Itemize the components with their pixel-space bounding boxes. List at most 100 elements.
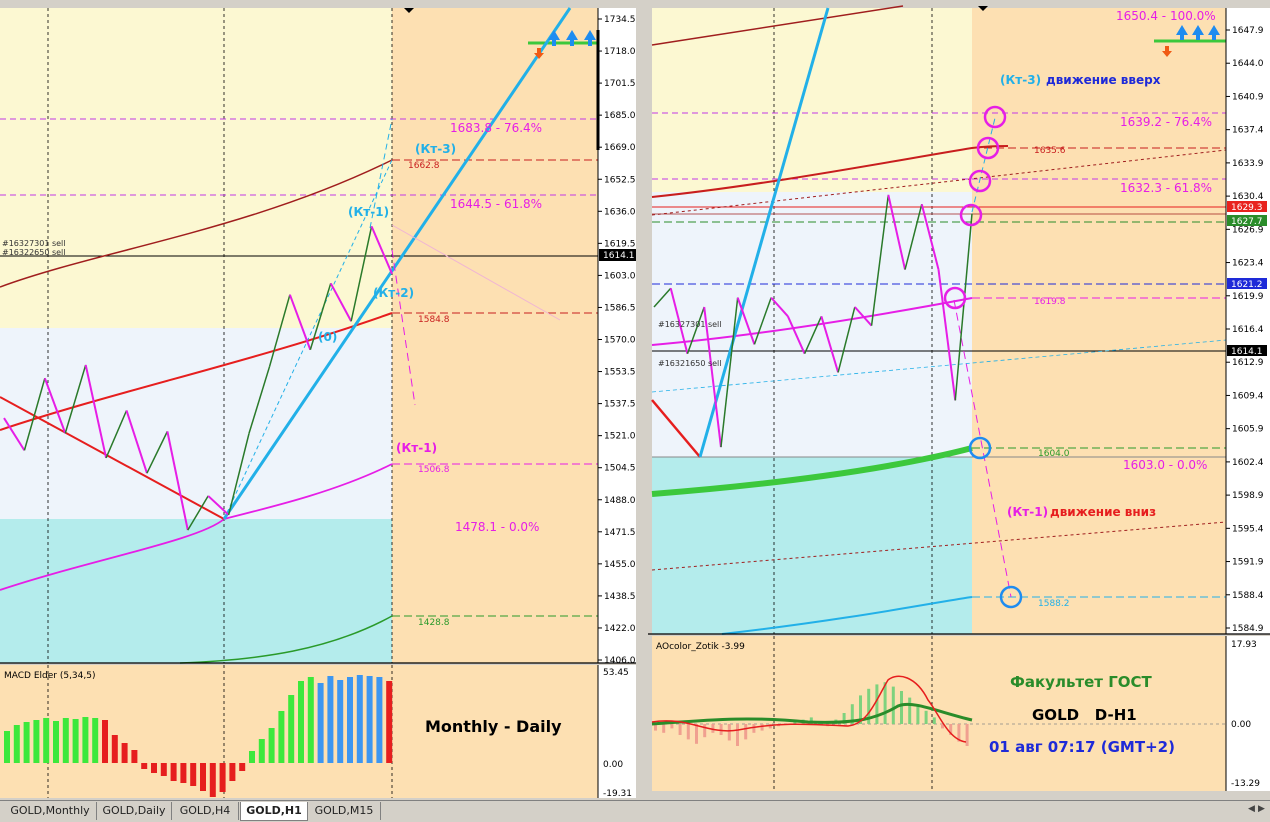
current-price: 1614.1 bbox=[603, 251, 635, 261]
price-tick: 1669.0 bbox=[604, 143, 636, 153]
histogram-bar bbox=[662, 724, 666, 733]
tab-gold-daily[interactable]: GOLD,Daily bbox=[97, 802, 172, 820]
histogram-bar bbox=[141, 763, 148, 769]
right-scrollbar[interactable] bbox=[652, 791, 1270, 800]
faculty-label: Факультет ГОСТ bbox=[1010, 673, 1153, 691]
histogram-bar bbox=[268, 728, 275, 763]
zigzag-segment bbox=[803, 316, 823, 355]
zigzag-segment bbox=[937, 269, 957, 401]
price-tick: 1603.0 bbox=[604, 271, 636, 281]
zigzag-segment bbox=[268, 294, 291, 368]
indicator-tick: -19.31 bbox=[603, 789, 632, 799]
histogram-bar bbox=[670, 724, 674, 729]
left-main-chart: 1662.8 1584.8 1506.8 1428.8 1683.8 - 76.… bbox=[0, 7, 598, 664]
price-tick: 1591.9 bbox=[1232, 558, 1264, 568]
current-price-box bbox=[599, 249, 636, 261]
histogram-bar bbox=[151, 763, 157, 773]
zigzag-segment bbox=[105, 410, 128, 459]
price-tick: 1605.9 bbox=[1232, 425, 1264, 435]
zone-teal bbox=[0, 519, 392, 663]
histogram-bar bbox=[376, 677, 383, 763]
zigzag-segment bbox=[248, 366, 271, 434]
histogram-bar bbox=[288, 695, 295, 763]
wave-label: (Кт-1) bbox=[396, 441, 437, 455]
histogram-bar bbox=[307, 677, 314, 763]
price-tick: 1588.4 bbox=[1232, 591, 1264, 601]
zigzag-segment bbox=[43, 377, 67, 434]
price-tick: 1619.9 bbox=[1232, 292, 1264, 302]
left-price-ticks: 1734.5 1718.0 1701.5 1685.0 1669.0 1652.5 1636… bbox=[598, 15, 636, 666]
wave-label: (Кт-3) bbox=[415, 142, 456, 156]
boxed-prices: 1629.3 1627.7 1621.2 1614.1 bbox=[1227, 201, 1267, 357]
right-chart[interactable]: 1635.6 1619.8 1604.0 1588.2 1650.4 - 100… bbox=[648, 0, 1270, 800]
boxed-price: 1627.7 bbox=[1231, 217, 1263, 227]
price-tick: 1455.0 bbox=[604, 560, 636, 570]
price-tick: 1438.5 bbox=[604, 592, 636, 602]
histogram-bar bbox=[867, 688, 871, 724]
histogram-bar bbox=[4, 731, 10, 763]
price-tick: 1685.0 bbox=[604, 111, 636, 121]
histogram-bar bbox=[337, 680, 344, 763]
histogram-bar bbox=[72, 719, 79, 763]
price-tick: 1734.5 bbox=[604, 15, 636, 25]
level-label: 1635.6 bbox=[1034, 146, 1066, 156]
histogram-bar bbox=[736, 724, 739, 746]
histogram-bar bbox=[949, 724, 953, 735]
zigzag-segment bbox=[686, 306, 705, 354]
fib-label: 1478.1 - 0.0% bbox=[455, 520, 539, 534]
zigzag-segment bbox=[23, 378, 46, 451]
histogram-bar bbox=[62, 718, 69, 763]
histogram-bar bbox=[327, 676, 334, 763]
price-tick: 1595.4 bbox=[1232, 524, 1264, 534]
indicator-tick: 0.00 bbox=[603, 760, 623, 770]
histogram-bar bbox=[875, 684, 879, 724]
histogram-bar bbox=[768, 724, 772, 729]
histogram-bar bbox=[219, 763, 226, 792]
histogram-bar bbox=[686, 724, 690, 740]
wave-label: (Кт-1) bbox=[348, 205, 389, 219]
tab-gold-m15[interactable]: GOLD,M15 bbox=[308, 802, 381, 820]
price-tick: 1652.5 bbox=[604, 175, 636, 185]
fib-label: 1639.2 - 76.4% bbox=[1120, 115, 1212, 129]
price-tick: 1504.5 bbox=[604, 464, 636, 474]
histogram-bar bbox=[229, 763, 236, 781]
tab-scroll-left-icon[interactable]: ◀ bbox=[1248, 804, 1255, 814]
zigzag-segment bbox=[207, 495, 230, 516]
zigzag-segment bbox=[653, 287, 672, 308]
zigzag-segment bbox=[166, 431, 189, 531]
left-chart[interactable]: 1662.8 1584.8 1506.8 1428.8 1683.8 - 76.… bbox=[0, 0, 640, 800]
histogram-bar bbox=[711, 724, 715, 733]
price-tick: 1609.4 bbox=[1232, 391, 1264, 401]
tab-gold-h1[interactable]: GOLD,H1 bbox=[240, 802, 308, 821]
fib-label: 1683.8 - 76.4% bbox=[450, 121, 542, 135]
tab-gold-h4[interactable]: GOLD,H4 bbox=[172, 802, 239, 820]
right-price-ticks: 1647.9 1644.0 1640.9 1637.4 1633.9 1630.4 1626… bbox=[1226, 26, 1264, 634]
left-price-axis[interactable] bbox=[598, 8, 636, 663]
histogram-bar bbox=[13, 725, 20, 763]
fib-label: 1632.3 - 61.8% bbox=[1120, 181, 1212, 195]
right-price-axis[interactable] bbox=[1226, 8, 1270, 634]
histogram-bar bbox=[43, 718, 50, 763]
tab-gold-monthly[interactable]: GOLD,Monthly bbox=[4, 802, 97, 820]
order-label: #16327301 sell bbox=[2, 239, 66, 248]
zigzag-segment bbox=[720, 297, 739, 448]
shift-marker-icon bbox=[404, 8, 414, 13]
histogram-bar bbox=[916, 704, 920, 724]
price-tick: 1422.0 bbox=[604, 624, 636, 634]
timeframe-caption: Monthly - Daily bbox=[425, 717, 562, 736]
zigzag-segment bbox=[736, 297, 756, 345]
tab-scroll-right-icon[interactable]: ▶ bbox=[1258, 804, 1265, 814]
shift-marker-icon bbox=[978, 6, 988, 11]
histogram-bar bbox=[957, 724, 961, 742]
histogram-bar bbox=[356, 675, 363, 763]
zigzag-segment bbox=[309, 283, 332, 350]
histogram-bar bbox=[727, 724, 731, 741]
left-chart-window[interactable]: 1662.8 1584.8 1506.8 1428.8 1683.8 - 76.… bbox=[0, 0, 640, 800]
histogram-bar bbox=[719, 724, 723, 735]
ao-histogram bbox=[654, 682, 969, 746]
zigzag-segment bbox=[350, 226, 373, 322]
price-tick: 1640.9 bbox=[1232, 92, 1264, 102]
right-chart-window[interactable]: 1635.6 1619.8 1604.0 1588.2 1650.4 - 100… bbox=[648, 0, 1270, 800]
histogram-bar bbox=[932, 717, 936, 724]
zigzag-segment bbox=[227, 433, 250, 516]
